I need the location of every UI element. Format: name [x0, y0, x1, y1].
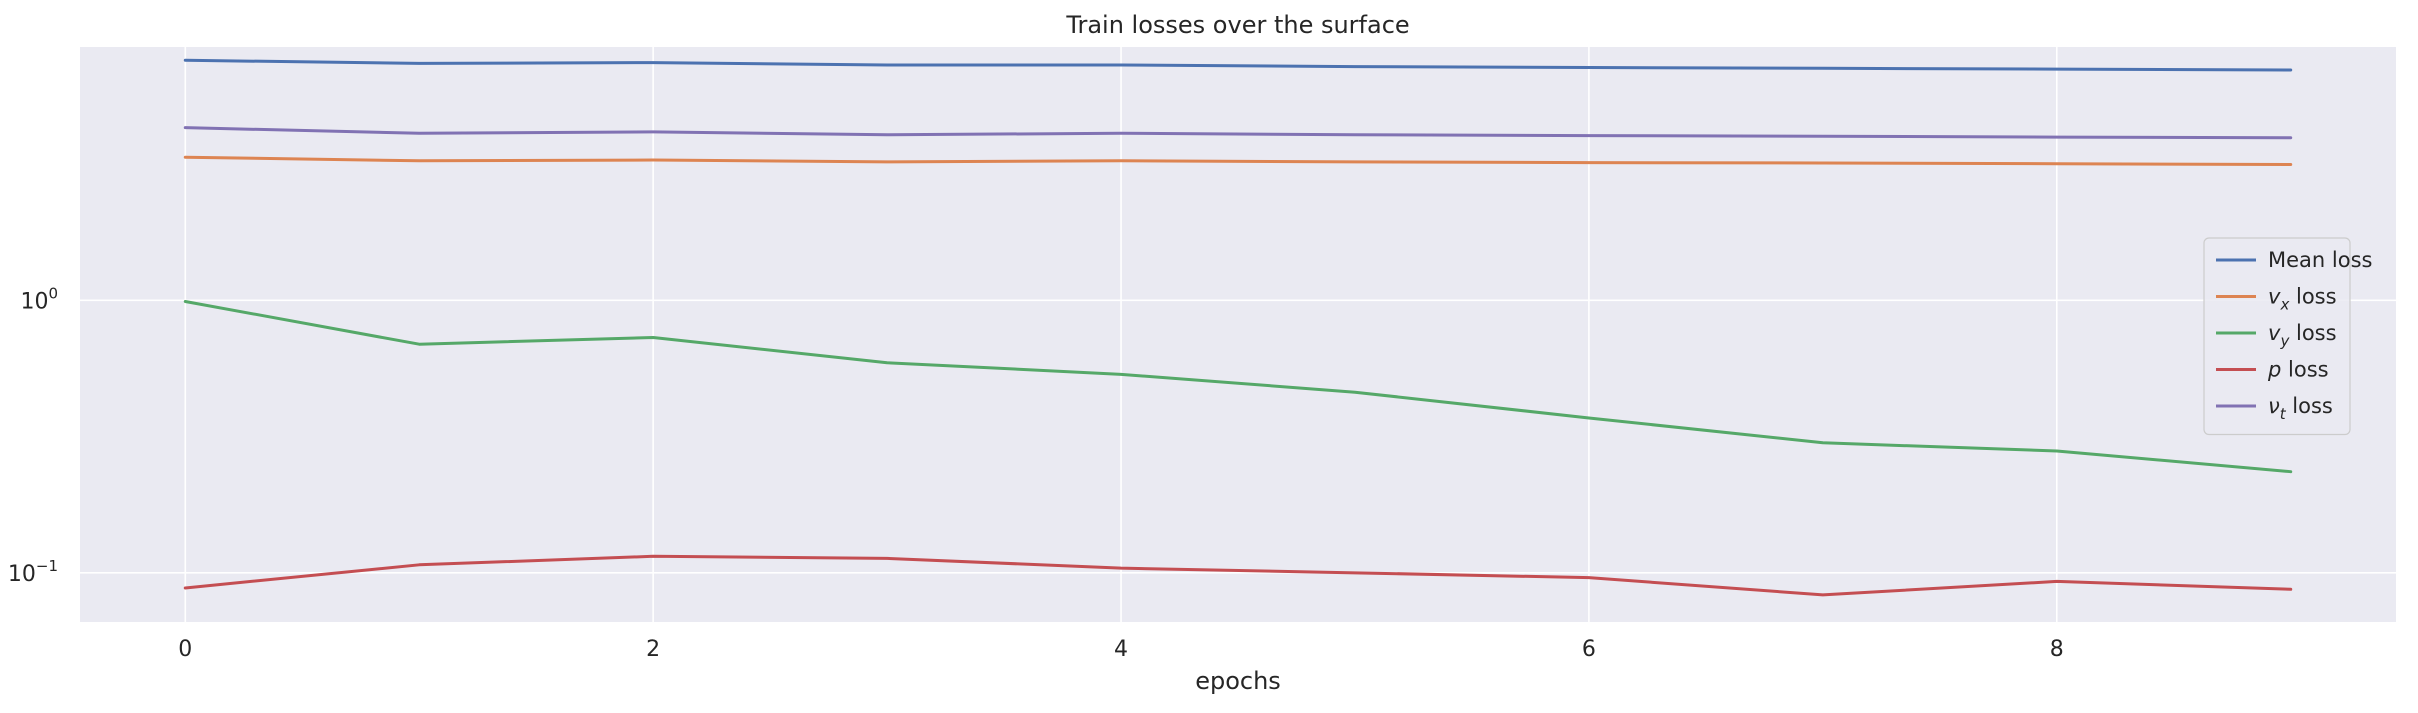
legend: Mean loss vx loss vy loss p loss νt loss [2203, 237, 2372, 436]
legend-item: νt loss [2216, 394, 2333, 423]
series-line [183, 58, 2293, 72]
series-line [183, 126, 2293, 140]
series-line [183, 155, 2293, 166]
legend-item: vx loss [2216, 285, 2337, 314]
x-tick-label: 6 [1582, 637, 1596, 662]
chart-title: Train losses over the surface [1065, 11, 1409, 39]
x-tick-label: 2 [646, 637, 660, 662]
legend-label: νt loss [2268, 394, 2333, 423]
series-line [183, 299, 2293, 474]
tick-labels: 0 2 4 6 8 100 10−1 [8, 284, 2064, 662]
legend-label: vy loss [2268, 321, 2337, 350]
legend-frame [2203, 237, 2351, 436]
x-tick-label: 4 [1114, 637, 1128, 662]
series-lines [183, 58, 2293, 597]
plot-area [80, 47, 2396, 622]
x-axis-label: epochs [1195, 667, 1281, 695]
legend-item: vy loss [2216, 321, 2337, 350]
y-tick-label: 10−1 [8, 557, 58, 587]
legend-item: Mean loss [2216, 248, 2372, 272]
legend-label: vx loss [2268, 285, 2337, 314]
grid [80, 47, 2396, 622]
legend-label: Mean loss [2268, 248, 2372, 272]
x-tick-label: 0 [178, 637, 192, 662]
legend-item: p loss [2216, 358, 2329, 382]
series-line [183, 554, 2293, 597]
y-tick-label: 100 [20, 284, 58, 314]
x-tick-label: 8 [2050, 637, 2064, 662]
legend-label: p loss [2267, 358, 2329, 382]
